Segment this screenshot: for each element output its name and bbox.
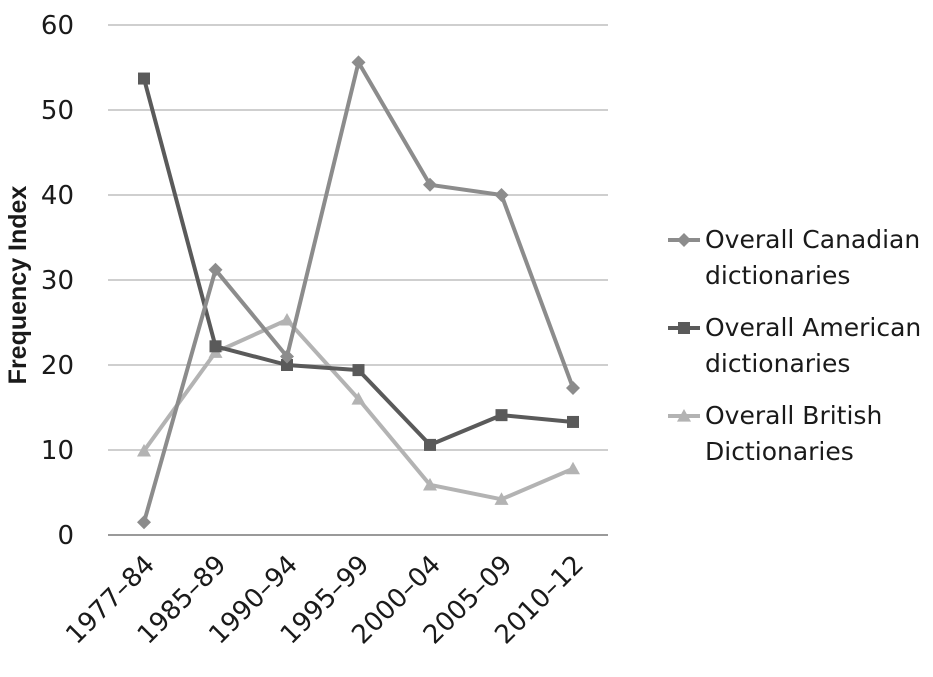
square-marker [352, 364, 365, 377]
square-marker [138, 72, 150, 85]
square-marker [281, 359, 293, 371]
y-tick-label: 10 [41, 436, 74, 466]
y-tick-label: 60 [41, 11, 74, 41]
square-marker [567, 415, 579, 428]
y-tick-label: 20 [41, 351, 74, 381]
diamond-marker [137, 515, 151, 530]
legend-label: dictionaries [705, 349, 850, 378]
triangle-marker [351, 392, 366, 405]
legend-label: Overall British [705, 401, 882, 430]
triangle-marker [494, 492, 509, 505]
y-tick-labels: 0 10 20 30 40 50 60 [41, 11, 74, 551]
diamond-marker [351, 55, 366, 70]
diamond-marker [566, 380, 580, 395]
triangle-marker [677, 409, 691, 422]
y-tick-label: 40 [41, 181, 74, 211]
diamond-marker [280, 349, 294, 364]
triangle-marker [137, 443, 151, 457]
legend-entry: Overall American dictionaries [668, 313, 921, 378]
series-group [137, 55, 580, 530]
square-marker [495, 409, 508, 422]
series-diamond [137, 55, 580, 530]
triangle-marker [423, 477, 437, 491]
triangle-marker [566, 461, 580, 475]
legend-label: Overall American [705, 313, 921, 342]
y-axis-label: Frequency Index [4, 186, 32, 385]
legend-entry: Overall Canadian dictionaries [668, 225, 920, 290]
diamond-marker [423, 177, 437, 192]
legend-entry: Overall British Dictionaries [668, 401, 882, 466]
series-line [142, 60, 575, 523]
series-line [142, 78, 574, 447]
gridlines [108, 24, 608, 451]
y-tick-label: 30 [41, 266, 74, 296]
diamond-marker [494, 188, 509, 202]
square-marker [424, 438, 436, 451]
y-tick-label: 0 [57, 521, 74, 551]
series-line [142, 317, 574, 502]
diamond-marker [208, 262, 223, 277]
y-tick-label: 50 [41, 96, 74, 126]
series-square [138, 72, 579, 451]
triangle-marker [280, 312, 294, 326]
legend-label: dictionaries [705, 261, 850, 290]
square-marker [678, 322, 690, 334]
square-marker [209, 340, 222, 353]
legend-label: Dictionaries [705, 437, 854, 466]
series-triangle [137, 312, 580, 505]
legend-label: Overall Canadian [705, 225, 920, 254]
x-tick-labels: 1977–841985–891990–941995–992000–042005–… [60, 550, 590, 651]
diamond-marker [677, 233, 691, 247]
